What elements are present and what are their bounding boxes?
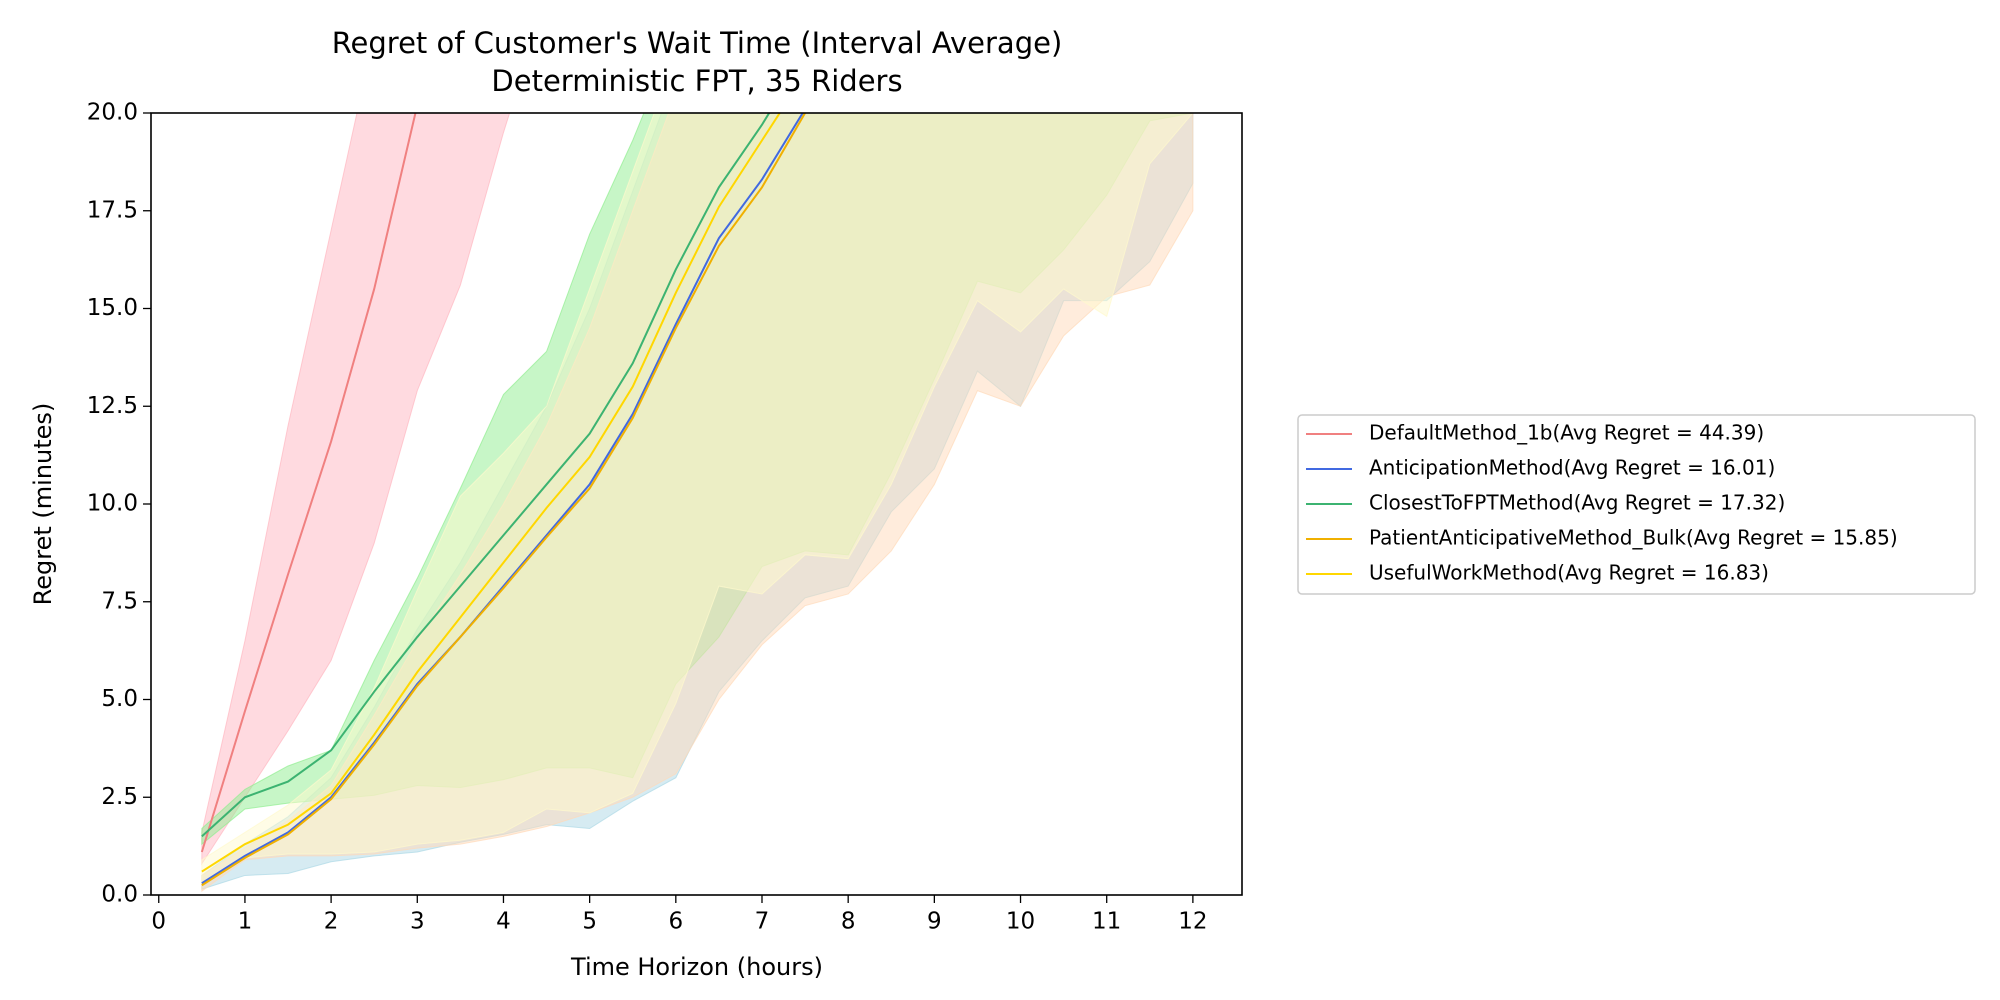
x-tick-label: 9 bbox=[927, 909, 942, 935]
legend-frame bbox=[1297, 414, 1976, 595]
legend-label: AnticipationMethod(Avg Regret = 16.01) bbox=[1369, 456, 1775, 480]
x-tick-label: 7 bbox=[755, 909, 770, 935]
legend-label: DefaultMethod_1b(Avg Regret = 44.39) bbox=[1369, 421, 1764, 445]
y-tick-label: 0.0 bbox=[101, 882, 138, 908]
x-tick-label: 3 bbox=[410, 909, 425, 935]
x-tick-label: 10 bbox=[1006, 909, 1035, 935]
chart-subtitle: Deterministic FPT, 35 Riders bbox=[491, 64, 902, 98]
x-tick-label: 12 bbox=[1178, 909, 1207, 935]
x-tick-label: 6 bbox=[668, 909, 683, 935]
series-line bbox=[201, 113, 807, 887]
y-tick-label: 12.5 bbox=[87, 393, 138, 419]
series-line bbox=[200, 113, 417, 853]
y-axis-label: Regret (minutes) bbox=[29, 403, 57, 606]
y-tick-label: 15.0 bbox=[87, 295, 138, 321]
confidence-band bbox=[201, 113, 511, 866]
x-tick-label: 4 bbox=[496, 909, 511, 935]
series-line bbox=[201, 113, 804, 885]
x-tick-label: 11 bbox=[1092, 909, 1121, 935]
series-line bbox=[201, 113, 781, 873]
y-tick-label: 5.0 bbox=[101, 686, 138, 712]
series-line bbox=[201, 113, 771, 838]
x-axis-label: Time Horizon (hours) bbox=[570, 953, 823, 981]
y-tick-label: 20.0 bbox=[87, 100, 138, 126]
x-tick-label: 0 bbox=[151, 909, 166, 935]
lines bbox=[200, 113, 807, 887]
bands bbox=[201, 113, 1194, 893]
chart-title: Regret of Customer's Wait Time (Interval… bbox=[332, 26, 1063, 60]
x-tick-label: 8 bbox=[841, 909, 856, 935]
y-tick-label: 10.0 bbox=[87, 491, 138, 517]
legend-label: UsefulWorkMethod(Avg Regret = 16.83) bbox=[1369, 561, 1769, 585]
confidence-band bbox=[201, 113, 1194, 885]
y-tick-label: 2.5 bbox=[101, 784, 138, 810]
legend-label: PatientAnticipativeMethod_Bulk(Avg Regre… bbox=[1369, 526, 1898, 550]
y-tick-label: 7.5 bbox=[101, 588, 138, 614]
x-tick-label: 2 bbox=[324, 909, 339, 935]
x-tick-label: 1 bbox=[238, 909, 253, 935]
legend: DefaultMethod_1b(Avg Regret = 44.39) Anti… bbox=[1306, 421, 1898, 585]
legend-label: ClosestToFPTMethod(Avg Regret = 17.32) bbox=[1369, 491, 1785, 515]
x-tick-label: 5 bbox=[582, 909, 597, 935]
y-tick-label: 17.5 bbox=[87, 197, 138, 223]
